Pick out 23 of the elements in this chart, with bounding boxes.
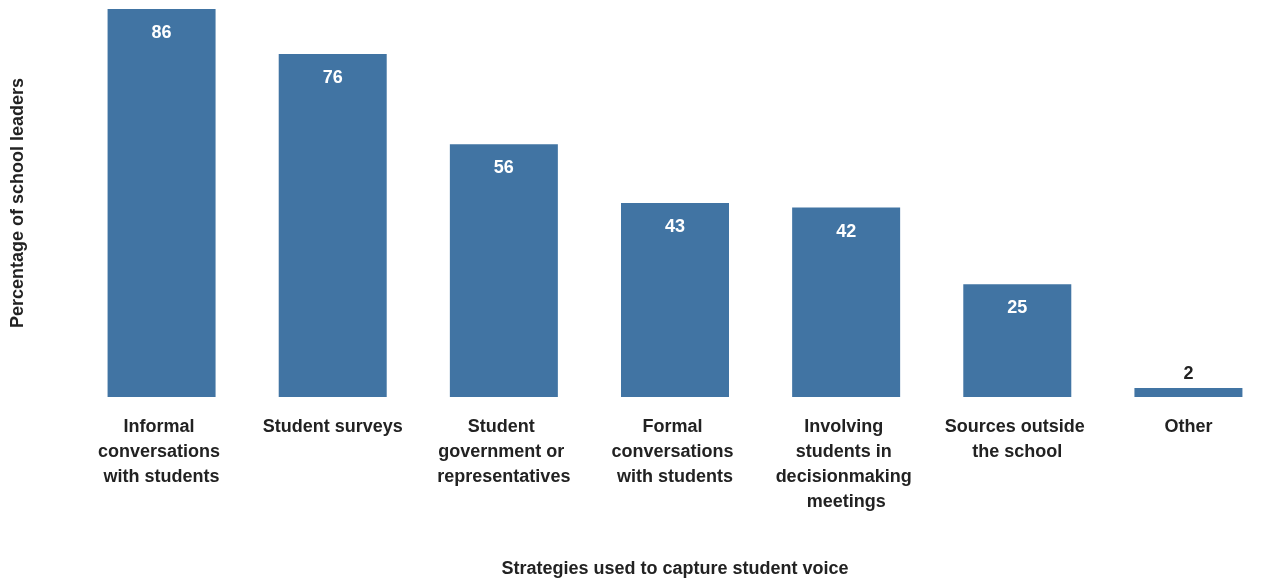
bar — [107, 9, 216, 397]
y-axis-title: Percentage of school leaders — [7, 77, 27, 329]
bar — [621, 203, 729, 397]
data-label: 56 — [493, 157, 514, 178]
data-label: 86 — [151, 22, 172, 42]
data-label: 25 — [1007, 297, 1028, 318]
data-label: 42 — [836, 220, 857, 241]
bar — [792, 207, 901, 397]
x-tick-label: Informal conversations with students — [98, 415, 226, 486]
bar — [1134, 387, 1243, 397]
bar — [963, 284, 1072, 397]
data-label: 43 — [664, 216, 686, 236]
x-tick-label: Student government or representatives — [437, 415, 571, 486]
x-tick-label: Sources outside the school — [944, 415, 1090, 461]
x-axis-title: Strategies used to capture student voice — [501, 558, 849, 578]
x-tick-label: Student surveys — [262, 415, 403, 436]
bar — [278, 54, 387, 397]
x-tick-label: Other — [1164, 415, 1213, 436]
x-tick-label: Formal conversations with students — [611, 415, 739, 486]
data-label: 76 — [322, 67, 343, 88]
bar — [449, 144, 558, 397]
data-label: 2 — [1183, 362, 1194, 383]
x-tick-label: Involving students in decisionmaking meetings — [775, 415, 917, 511]
